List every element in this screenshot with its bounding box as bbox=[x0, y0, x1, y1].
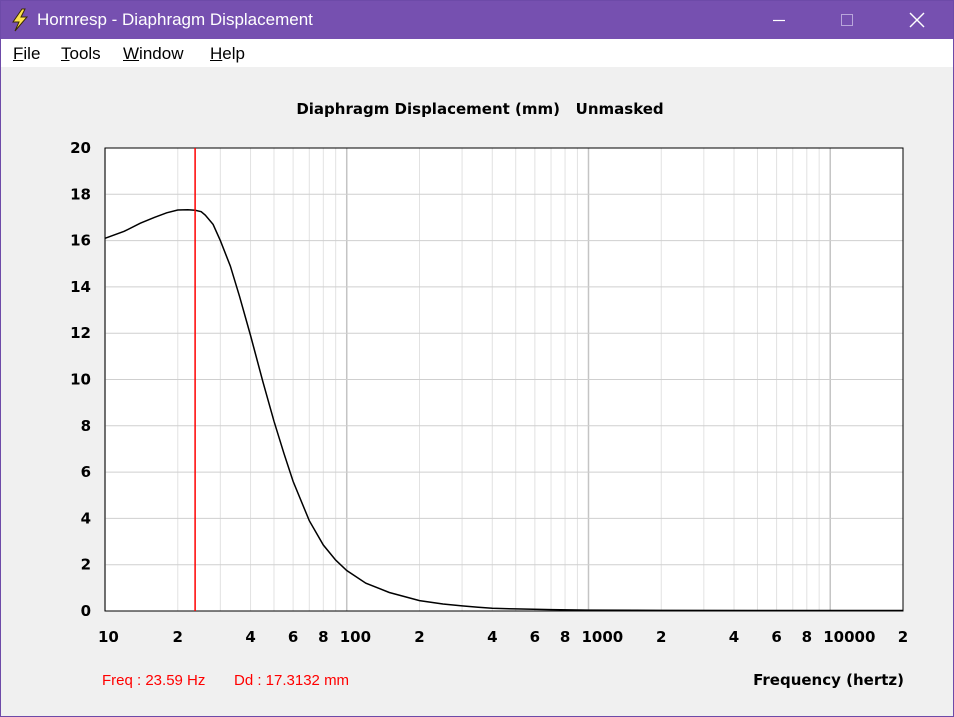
menu-window-label: indow bbox=[139, 44, 184, 63]
y-tick-label: 0 bbox=[81, 602, 91, 620]
grid bbox=[104, 147, 904, 612]
x-tick-label: 4 bbox=[245, 628, 255, 646]
status-displacement: Dd : 17.3132 mm bbox=[234, 672, 349, 689]
x-tick-label: 2 bbox=[898, 628, 908, 646]
menu-help-label: elp bbox=[222, 44, 245, 63]
status-frequency: Freq : 23.59 Hz bbox=[102, 672, 205, 689]
x-tick-label: 8 bbox=[318, 628, 328, 646]
x-tick-label: 6 bbox=[530, 628, 540, 646]
y-tick-label: 2 bbox=[81, 556, 91, 574]
x-axis-title: Frequency (hertz) bbox=[753, 671, 904, 689]
menu-window[interactable]: Window bbox=[123, 44, 183, 64]
menu-file-accel: F bbox=[13, 44, 24, 63]
y-tick-label: 6 bbox=[81, 463, 91, 481]
x-tick-label: 6 bbox=[288, 628, 298, 646]
chart-area[interactable]: Diaphragm Displacement (mm) Unmasked 0 2 4… bbox=[1, 67, 953, 716]
x-tick-label: 10 bbox=[98, 628, 119, 646]
maximize-icon bbox=[841, 14, 853, 26]
y-tick-label: 14 bbox=[70, 278, 91, 296]
y-tick-label: 12 bbox=[70, 324, 91, 342]
title-bar[interactable]: Hornresp - Diaphragm Displacement bbox=[1, 1, 953, 39]
x-tick-label: 1000 bbox=[581, 628, 623, 646]
y-tick-label: 16 bbox=[70, 232, 91, 250]
y-tick-label: 20 bbox=[70, 139, 91, 157]
menu-bar: File Tools Window Help bbox=[1, 39, 953, 67]
plot-frame bbox=[104, 147, 904, 612]
x-tick-label: 4 bbox=[729, 628, 739, 646]
y-axis-labels: 0 2 4 6 8 10 12 14 16 18 20 bbox=[70, 139, 91, 620]
y-tick-label: 4 bbox=[81, 509, 91, 527]
y-tick-label: 8 bbox=[81, 417, 91, 435]
x-tick-label: 2 bbox=[656, 628, 666, 646]
menu-file-label: ile bbox=[23, 44, 41, 63]
minimize-button[interactable] bbox=[756, 1, 802, 39]
close-button[interactable] bbox=[894, 1, 940, 39]
x-tick-label: 2 bbox=[173, 628, 183, 646]
close-icon bbox=[909, 12, 925, 28]
minimize-icon bbox=[773, 19, 785, 22]
x-tick-label: 2 bbox=[414, 628, 424, 646]
series-line bbox=[104, 209, 903, 612]
displacement-chart[interactable]: Diaphragm Displacement (mm) Unmasked 0 2 4… bbox=[1, 67, 953, 716]
x-axis-labels: 10 2 4 6 8 100 2 4 6 8 1000 2 4 6 8 10000 2 bbox=[98, 628, 908, 646]
menu-tools-label: ools bbox=[69, 44, 101, 63]
y-tick-label: 10 bbox=[70, 371, 91, 389]
lightning-bolt-icon bbox=[12, 8, 29, 32]
x-tick-label: 100 bbox=[340, 628, 371, 646]
x-tick-label: 4 bbox=[487, 628, 497, 646]
maximize-button[interactable] bbox=[824, 1, 870, 39]
menu-help-accel: H bbox=[210, 44, 223, 63]
menu-tools[interactable]: Tools bbox=[61, 44, 101, 64]
x-tick-label: 8 bbox=[560, 628, 570, 646]
menu-tools-accel: T bbox=[61, 44, 70, 63]
window-title: Hornresp - Diaphragm Displacement bbox=[37, 10, 313, 29]
menu-window-accel: W bbox=[123, 44, 140, 63]
x-tick-label: 6 bbox=[771, 628, 781, 646]
x-tick-label: 10000 bbox=[823, 628, 875, 646]
menu-file[interactable]: File bbox=[13, 44, 40, 64]
menu-help[interactable]: Help bbox=[210, 44, 245, 64]
chart-title: Diaphragm Displacement (mm) Unmasked bbox=[296, 100, 663, 118]
x-tick-label: 8 bbox=[802, 628, 812, 646]
y-tick-label: 18 bbox=[70, 185, 91, 203]
